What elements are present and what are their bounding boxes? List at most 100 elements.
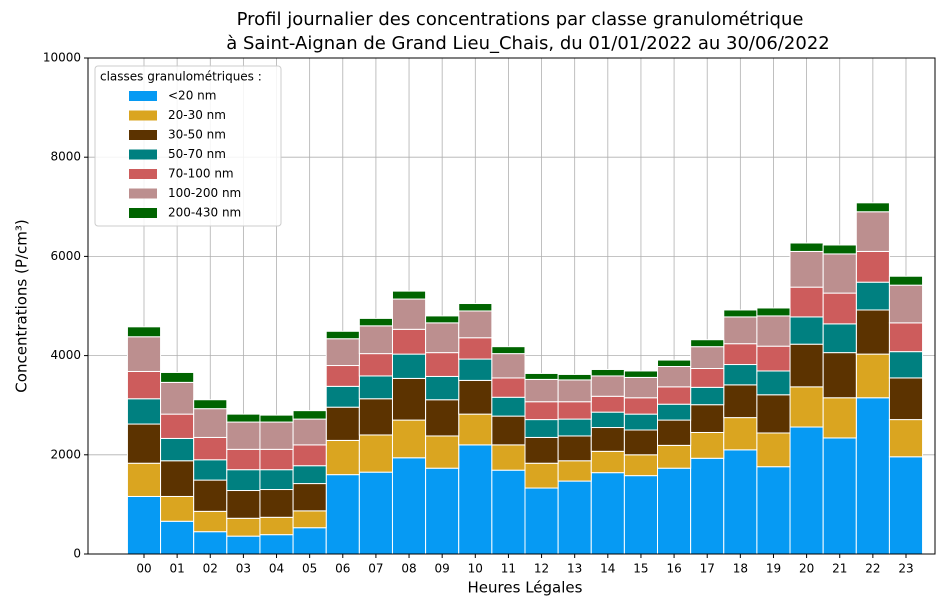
bar-segment — [325, 406, 360, 441]
bar-segment — [524, 419, 559, 438]
bar-segment — [358, 471, 393, 555]
bar-segment — [391, 377, 427, 421]
bar-segment — [126, 462, 162, 497]
x-tick-label: 15 — [633, 562, 648, 576]
bar-segment — [358, 325, 393, 355]
bar-segment — [723, 309, 758, 318]
bar-segment — [888, 284, 924, 324]
bar-segment — [358, 398, 393, 436]
bar-segment — [723, 417, 758, 451]
y-tick-label: 2000 — [50, 447, 81, 461]
bar-segment — [193, 531, 228, 555]
x-tick-label: 16 — [666, 562, 681, 576]
bar-segment — [193, 399, 228, 410]
legend-swatch — [129, 149, 157, 160]
bar-segment — [590, 427, 625, 452]
x-tick-label: 01 — [169, 562, 184, 576]
bar-segment — [756, 315, 791, 347]
bar-segment — [391, 290, 427, 300]
bar-segment — [226, 448, 261, 471]
bar-segment — [160, 495, 195, 522]
bar-segment — [822, 292, 857, 325]
bar-segment — [160, 437, 195, 462]
legend: classes granulométriques : <20 nm 20-30 nm… — [94, 65, 282, 227]
bar-segment — [325, 330, 360, 340]
bar-segment — [657, 386, 692, 405]
bar-segment — [623, 413, 659, 431]
x-tick-label: 13 — [567, 562, 582, 576]
x-tick-label: 23 — [898, 562, 913, 576]
bar-segment — [888, 322, 924, 353]
bar-segment — [226, 421, 261, 450]
bar-segment — [855, 353, 890, 399]
bar-segment — [391, 328, 427, 355]
bar-segment — [756, 394, 791, 434]
x-tick-label: 12 — [534, 562, 549, 576]
bar-segment — [425, 352, 460, 377]
bar-segment — [126, 336, 162, 372]
bar-segment — [126, 423, 162, 464]
x-tick-label: 02 — [203, 562, 218, 576]
bar-segment — [690, 431, 725, 459]
bar-segment — [690, 457, 725, 555]
bar-segment — [491, 469, 526, 555]
bar-segment — [226, 535, 261, 555]
legend-swatch — [129, 110, 157, 121]
bar-segment — [789, 316, 824, 345]
bar-segment — [590, 472, 625, 555]
bar-segment — [126, 495, 162, 555]
bar-segment — [259, 448, 294, 471]
bar-segment — [756, 345, 791, 372]
bar-segment — [756, 432, 791, 468]
x-tick-label: 17 — [700, 562, 715, 576]
plot-frame — [87, 57, 936, 555]
legend-title: classes granulométriques : — [100, 70, 262, 84]
bar-segment — [524, 401, 559, 421]
bar-segment — [557, 435, 592, 462]
bar-segment — [292, 418, 327, 446]
x-tick-label: 05 — [302, 562, 317, 576]
x-tick-label: 09 — [435, 562, 450, 576]
bar-segment — [756, 307, 791, 317]
bar-segment — [789, 343, 824, 388]
legend-swatch — [129, 169, 157, 179]
bar-segment — [259, 489, 294, 518]
bar-segment — [491, 415, 526, 446]
bar-segment — [425, 467, 460, 555]
bar-segment — [259, 534, 294, 555]
bar-segment — [259, 414, 294, 423]
x-tick-label: 08 — [401, 562, 416, 576]
bar-segment — [690, 367, 725, 388]
legend-label: 30-50 nm — [168, 128, 226, 142]
bar-segment — [292, 410, 327, 420]
bar-segment — [623, 397, 659, 415]
x-tick-label: 14 — [600, 562, 615, 576]
legend-swatch — [129, 130, 157, 140]
x-tick-label: 04 — [269, 562, 284, 576]
bar-segment — [623, 376, 659, 399]
legend-swatch — [129, 208, 157, 218]
bar-segment — [126, 370, 162, 400]
bar-segment — [723, 449, 758, 555]
bar-segment — [822, 437, 857, 555]
bar-segment — [358, 317, 393, 327]
bar-segment — [524, 462, 559, 489]
bar-segment — [193, 436, 228, 461]
bar-segment — [723, 384, 758, 419]
bar-segment — [491, 346, 526, 355]
x-tick-label: 11 — [501, 562, 516, 576]
bar-segment — [491, 353, 526, 379]
bar-segment — [292, 444, 327, 467]
bar-segment — [391, 298, 427, 330]
bar-segment — [524, 372, 559, 380]
bar-segment — [458, 337, 493, 360]
bar-segment — [458, 444, 493, 555]
bar-segment — [193, 408, 228, 438]
x-tick-label: 07 — [368, 562, 383, 576]
bar-segment — [458, 310, 493, 339]
bar-segment — [557, 373, 592, 381]
bar-segment — [160, 371, 195, 383]
bar-segment — [657, 467, 692, 555]
bar-segment — [888, 351, 924, 379]
x-tick-label: 03 — [236, 562, 251, 576]
